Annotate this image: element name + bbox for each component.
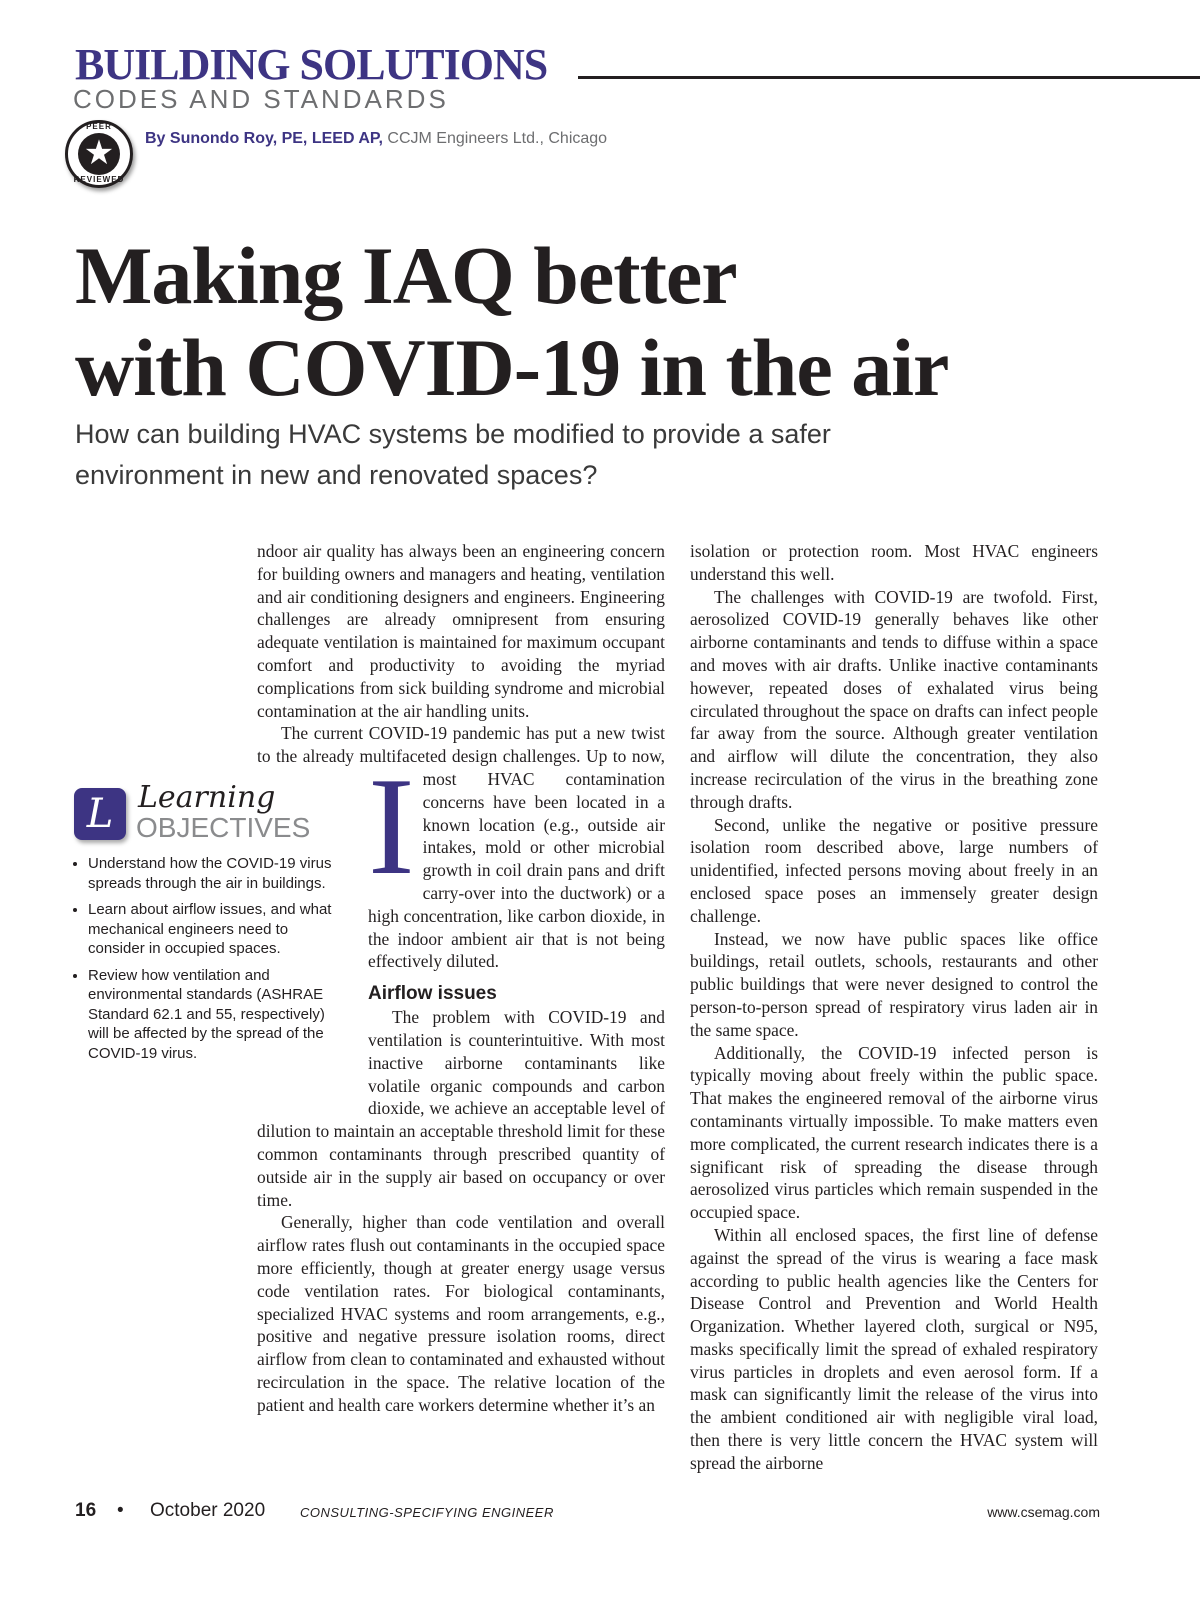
badge-ring: ★ [78, 133, 120, 175]
objectives-label: OBJECTIVES [136, 812, 311, 843]
header-rule [578, 76, 1200, 79]
paragraph: Within all enclosed spaces, the first li… [690, 1224, 1098, 1473]
paragraph: Instead, we now have public spaces like … [690, 928, 1098, 1040]
paragraph: The current COVID-19 pandemic has put a … [257, 723, 665, 972]
subheading: Airflow issues [368, 983, 497, 1005]
paragraph: ndoor air quality has always been an eng… [257, 541, 665, 721]
learning-objectives-icon: L [74, 788, 126, 840]
byline: By Sunondo Roy, PE, LEED AP, CCJM Engine… [145, 130, 607, 148]
footer-separator: • [117, 1500, 124, 1521]
section-title: CODES AND STANDARDS [73, 84, 449, 114]
magazine-name: CONSULTING-SPECIFYING ENGINEER [300, 1505, 554, 1520]
title-line: with COVID-19 in the air [75, 322, 949, 413]
learning-label: Learning [138, 780, 276, 815]
page-number: 16 [75, 1500, 97, 1521]
objective-item: Review how ventilation and environmental… [88, 966, 333, 1064]
objective-item: Learn about airflow issues, and what mec… [88, 900, 333, 959]
paragraph: The challenges with COVID-19 are twofold… [690, 586, 1098, 812]
star-icon: ★ [83, 135, 115, 172]
objective-item: Understand how the COVID-19 virus spread… [88, 854, 333, 893]
deck-line: environment in new and renovated spaces? [75, 460, 598, 490]
deck-line: How can building HVAC systems be modifie… [75, 419, 831, 449]
badge-top-text: PEER [86, 122, 112, 131]
peer-reviewed-badge-icon: PEER ★ REVIEWED [65, 120, 133, 188]
title-line: Making IAQ better [75, 230, 738, 321]
drop-cap: I [368, 749, 415, 904]
issue-date: October 2020 [150, 1500, 266, 1521]
paragraph: isolation or protection room. Most HVAC … [690, 541, 1098, 584]
body-column-2: isolation or protection room. Most HVAC … [690, 540, 1098, 1475]
department-title: BUILDING SOLUTIONS [75, 40, 548, 89]
objectives-list: Understand how the COVID-19 virus spread… [74, 854, 333, 1070]
paragraph: Generally, higher than code ventilation … [257, 1212, 665, 1415]
article-title: Making IAQ better with COVID-19 in the a… [75, 230, 949, 414]
paragraph: Second, unlike the negative or positive … [690, 814, 1098, 926]
paragraph: Additionally, the COVID-19 infected pers… [690, 1042, 1098, 1223]
paragraph: The problem with COVID-19 and ventilatio… [257, 1007, 665, 1210]
badge-bottom-text: REVIEWED [73, 175, 125, 184]
byline-affiliation: CCJM Engineers Ltd., Chicago [387, 130, 608, 147]
article-deck: How can building HVAC systems be modifie… [75, 414, 975, 496]
website-link[interactable]: www.csemag.com [987, 1504, 1100, 1520]
body-column-1: I ndoor air quality has always been an e… [257, 540, 665, 1416]
byline-author: By Sunondo Roy, PE, LEED AP, [145, 130, 383, 147]
